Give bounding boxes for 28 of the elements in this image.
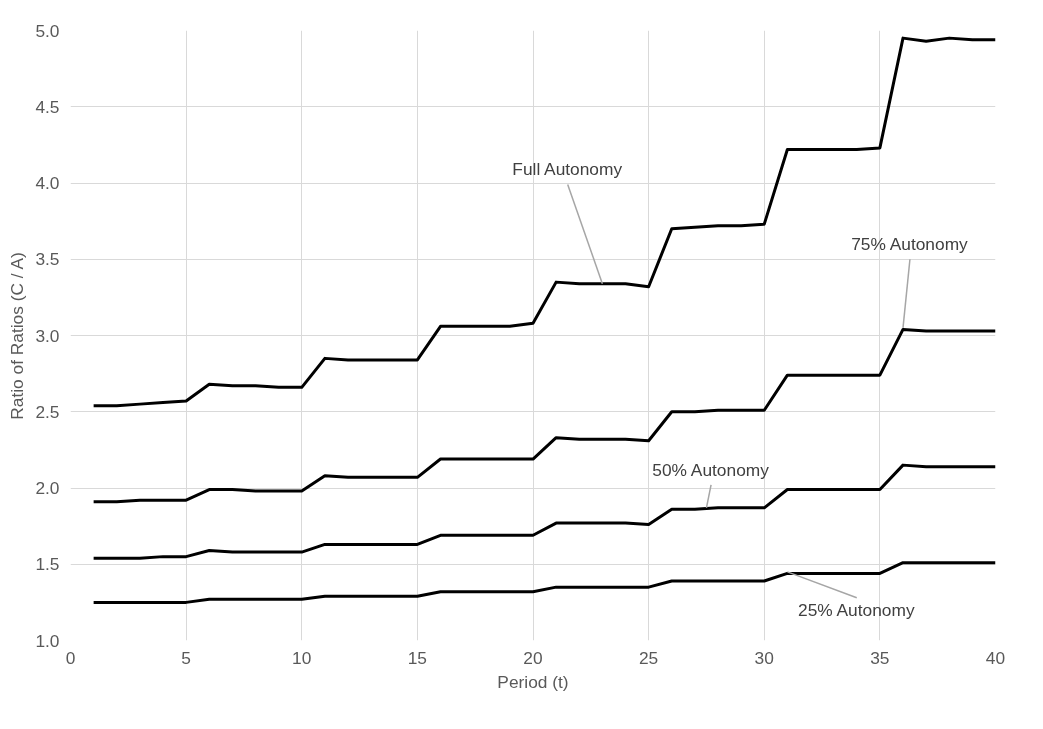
y-tick-label: 5.0 [35,20,60,41]
y-tick-label: 3.0 [35,325,60,346]
x-tick-label: 20 [523,647,543,668]
annotation: 50% Autonomy [652,459,770,480]
annotation: 25% Autonomy [797,600,915,620]
y-tick-label: 4.5 [35,96,60,117]
x-tick-label: 35 [870,647,890,668]
line-series [92,36,996,408]
x-tick-label: 30 [754,647,774,668]
line-series [92,561,996,604]
y-tick-label: 1.5 [35,554,60,575]
line-series [92,327,996,504]
y-tick-label: 4.0 [35,173,60,193]
line-series [92,463,996,560]
x-tick-label: 10 [292,647,312,668]
annotation: Full Autonomy [512,159,623,180]
annotation: 75% Autonomy [851,234,969,254]
x-tick-label: 25 [638,647,659,668]
y-tick-label: 2.0 [35,478,60,498]
y-tick-label: 3.5 [35,249,60,270]
y-tick-label: 1.0 [35,630,60,651]
y-axis-title: Ratio of Ratios (C / A) [7,252,28,420]
x-axis-title: Period (t) [497,671,569,692]
x-tick-label: 15 [407,647,428,668]
x-tick-label: 40 [985,647,1006,668]
x-tick-label: 0 [65,647,76,668]
x-tick-label: 5 [181,647,191,668]
y-tick-label: 2.5 [35,401,60,422]
